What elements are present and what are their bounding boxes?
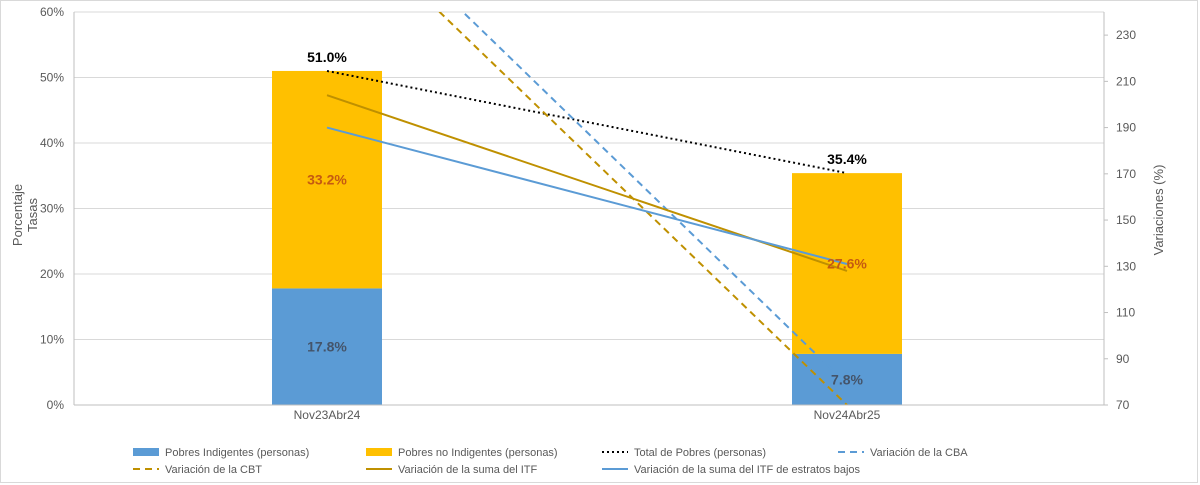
y-left-tick-label: 40%: [40, 136, 64, 150]
line-value-label: 51.0%: [307, 49, 347, 65]
legend-label: Total de Pobres (personas): [634, 447, 766, 459]
legend-item: Variación de la suma del ITF de estratos…: [602, 464, 861, 476]
y-right-tick-label: 70: [1116, 398, 1130, 412]
legend-label: Variación de la suma del ITF de estratos…: [634, 464, 861, 476]
y-right-axis-title: Variaciones (%): [1151, 165, 1166, 256]
y-left-tick-label: 0%: [47, 398, 65, 412]
series-line: [326, 69, 848, 175]
series-line: [438, 12, 848, 405]
lines: [326, 12, 848, 405]
legend-item: Pobres Indigentes (personas): [133, 447, 309, 459]
legend-item: Variación de la CBT: [133, 464, 262, 476]
y-right-tick-label: 190: [1116, 121, 1136, 135]
y-left-axis-title: PorcentajeTasas: [10, 184, 40, 246]
y-right-tick-label: 170: [1116, 167, 1136, 181]
bar-value-label: 17.8%: [307, 339, 347, 355]
y-left-tick-label: 20%: [40, 267, 64, 281]
bars: [272, 70, 902, 405]
legend-label: Variación de la CBA: [870, 447, 968, 459]
line-value-label: 35.4%: [827, 151, 867, 167]
y-right-tick-label: 210: [1116, 74, 1136, 88]
y-left-axis-title-line: Porcentaje: [10, 184, 25, 246]
y-right-tick-label: 90: [1116, 352, 1130, 366]
y-right-tick-label: 150: [1116, 213, 1136, 227]
y-right-tick-label: 130: [1116, 259, 1136, 273]
y-left-axis-title-line: Tasas: [25, 198, 40, 232]
legend-label: Pobres no Indigentes (personas): [398, 447, 558, 459]
data-labels: 17.8% 7.8% 33.2% 27.6% 51.0% 35.4%: [307, 49, 867, 388]
bar: [272, 288, 382, 405]
y-left-tick-label: 30%: [40, 202, 64, 216]
legend-item: Total de Pobres (personas): [602, 447, 766, 459]
y-left-tick-label: 50%: [40, 71, 64, 85]
legend-label: Variación de la CBT: [165, 464, 262, 476]
series-line: [326, 94, 848, 272]
bar-value-label: 7.8%: [831, 371, 863, 387]
legend-item: Variación de la suma del ITF: [366, 464, 537, 476]
y-left-tick-label: 60%: [40, 5, 64, 19]
legend-item: Variación de la CBA: [838, 447, 968, 459]
series-line: [326, 126, 848, 265]
legend: Pobres Indigentes (personas) Pobres no In…: [133, 447, 968, 476]
legend-swatch: [366, 448, 392, 456]
gridlines: [74, 11, 1104, 340]
legend-item: Pobres no Indigentes (personas): [366, 447, 558, 459]
bar-value-label: 33.2%: [307, 172, 347, 188]
y-right-tick-label: 230: [1116, 28, 1136, 42]
axes: 0% 10% 20% 30% 40% 50% 60% 70 90 110 130 150 170 190 2…: [10, 5, 1166, 422]
legend-swatch: [133, 448, 159, 456]
legend-label: Pobres Indigentes (personas): [165, 447, 309, 459]
y-right-tick-label: 110: [1116, 306, 1135, 320]
x-tick-label: Nov23Abr24: [294, 408, 361, 422]
bar: [792, 353, 902, 405]
x-tick-label: Nov24Abr25: [814, 408, 881, 422]
series-line: [461, 12, 848, 385]
y-left-tick-label: 10%: [40, 333, 64, 347]
bar-value-label: 27.6%: [827, 256, 867, 272]
legend-label: Variación de la suma del ITF: [398, 464, 537, 476]
